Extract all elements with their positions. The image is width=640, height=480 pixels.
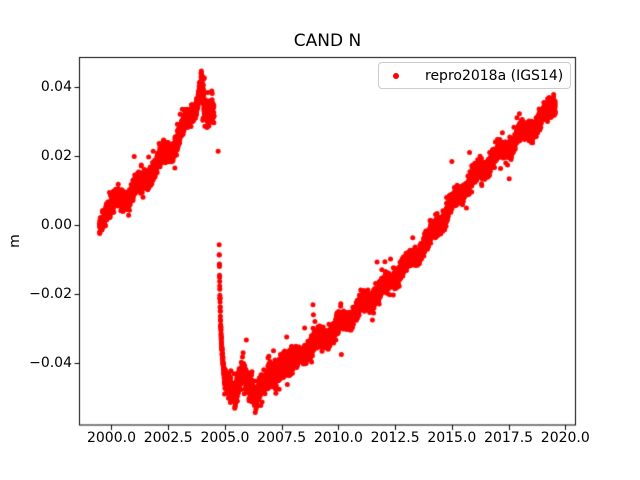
y-tick-label: 0.02 (40, 148, 72, 165)
legend-marker-dot (393, 72, 399, 79)
x-tick-label: 2015.0 (427, 430, 477, 446)
y-tick-label: −0.04 (29, 355, 72, 371)
y-tick-label: 0.00 (40, 217, 72, 234)
x-tick-label: 2000.0 (86, 430, 136, 446)
y-tick-label: 0.04 (40, 79, 72, 96)
x-tick-label: 2020.0 (540, 430, 590, 446)
x-tick-label: 2017.5 (484, 430, 534, 446)
legend-box: repro2018a (IGS14) (378, 62, 571, 89)
legend-label: repro2018a (IGS14) (425, 67, 564, 84)
x-tick-label: 2005.0 (200, 430, 250, 446)
chart-title: CAND N (293, 31, 362, 51)
x-tick-label: 2007.5 (257, 430, 307, 446)
y-tick-label: −0.02 (29, 286, 72, 303)
x-tick-label: 2002.5 (143, 430, 193, 446)
x-tick-label: 2012.5 (370, 430, 420, 446)
x-tick-label: 2010.0 (313, 430, 363, 446)
